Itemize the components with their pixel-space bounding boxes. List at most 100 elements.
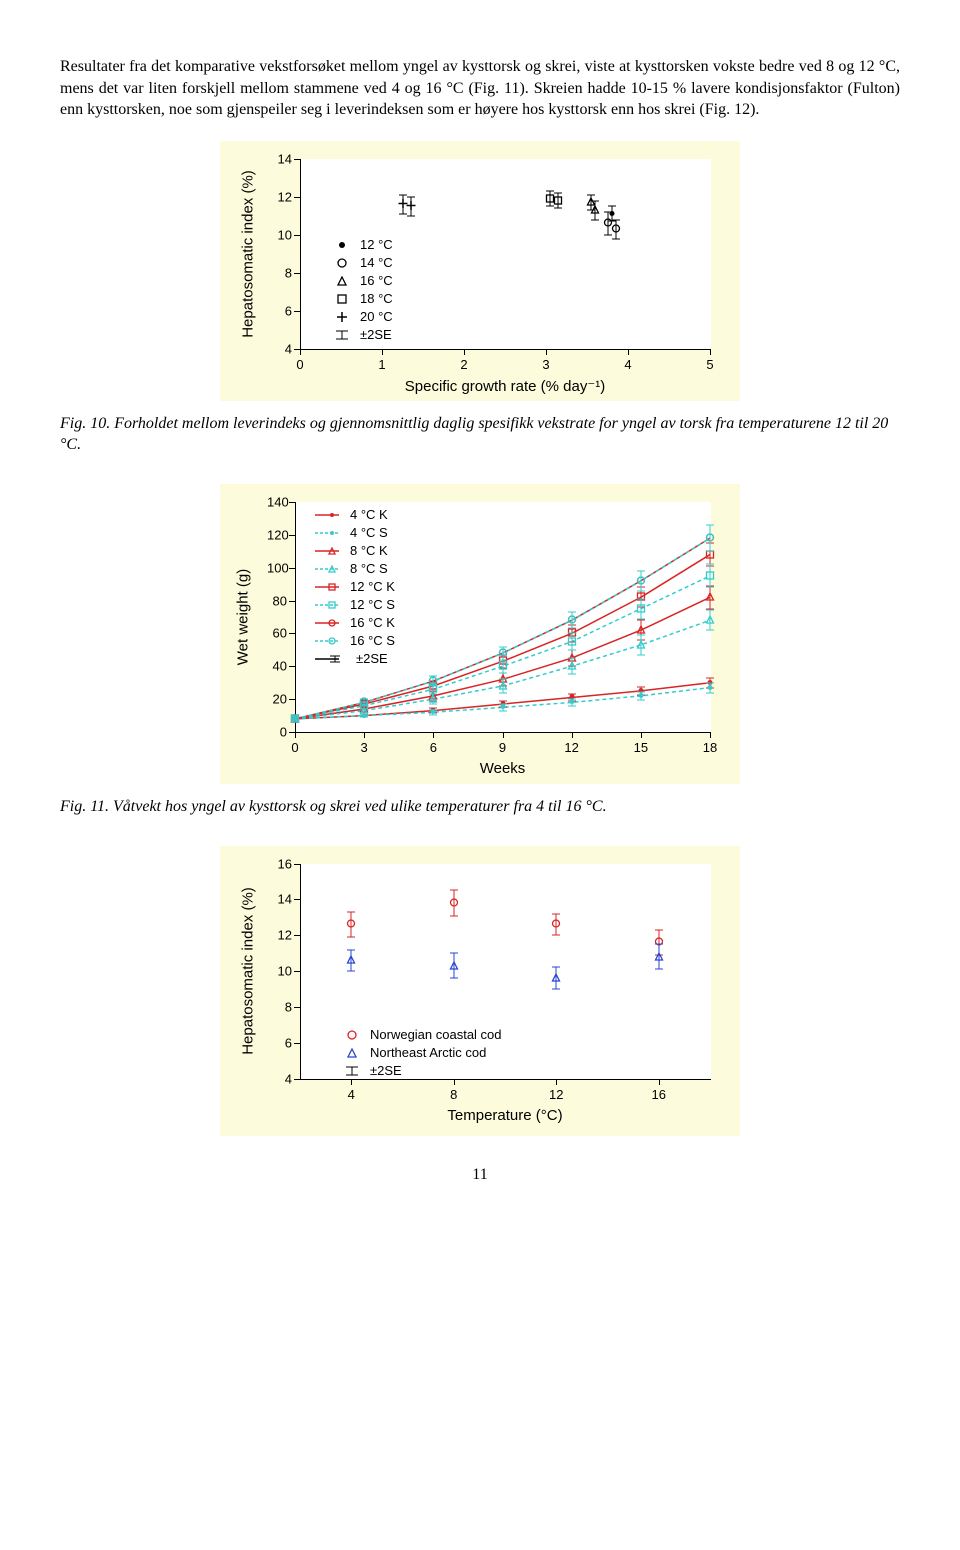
y-tick-label: 6 (272, 303, 292, 318)
data-point (554, 192, 563, 210)
legend-marker-icon (330, 312, 354, 322)
data-point (347, 951, 356, 969)
data-point (291, 710, 300, 728)
legend-label: 12 °C (360, 237, 393, 252)
legend-label: 14 °C (360, 255, 393, 270)
legend-marker-icon (330, 240, 354, 250)
legend-label: 8 °C K (350, 543, 388, 558)
data-point (636, 636, 645, 654)
legend: 12 °C 14 °C 16 °C 18 °C 20 °C±2SE (330, 236, 393, 344)
data-point (498, 698, 507, 716)
x-axis-title: Temperature (°C) (447, 1107, 562, 1124)
data-point (498, 644, 507, 662)
legend-marker-icon (330, 294, 354, 304)
x-tick-label: 12 (549, 1087, 563, 1102)
legend-item: 14 °C (330, 254, 393, 272)
y-tick-label: 12 (272, 189, 292, 204)
chart-11: 0369121518020406080100120140WeeksWet wei… (220, 484, 740, 784)
legend-label: 16 °C (360, 273, 393, 288)
legend-label: ±2SE (356, 651, 388, 666)
y-tick-label: 16 (272, 856, 292, 871)
legend-marker-icon (340, 1066, 364, 1076)
y-tick-label: 12 (272, 928, 292, 943)
data-point (591, 201, 600, 219)
caption-fig-10: Fig. 10. Forholdet mellom leverindeks og… (60, 413, 900, 456)
x-tick-label: 3 (542, 357, 549, 372)
figure-11: 0369121518020406080100120140WeeksWet wei… (60, 484, 900, 784)
data-point (567, 633, 576, 651)
legend: Norwegian coastal cod Northeast Arctic co… (340, 1026, 502, 1080)
data-point (567, 693, 576, 711)
legend-item: 4 °C K (315, 506, 395, 524)
paragraph-1: Resultater fra det komparative vekstfors… (60, 56, 900, 121)
data-point (429, 672, 438, 690)
legend-item: 12 °C (330, 236, 393, 254)
x-axis-title: Specific growth rate (% day⁻¹) (405, 377, 606, 395)
y-axis-title: Hepatosomatic index (%) (240, 887, 257, 1055)
data-point (654, 948, 663, 966)
legend-item: Northeast Arctic cod (340, 1044, 502, 1062)
legend-marker-icon (340, 1048, 364, 1058)
legend-label: 4 °C S (350, 525, 388, 540)
legend-label: ±2SE (360, 327, 392, 342)
legend-label: 18 °C (360, 291, 393, 306)
legend-item: 4 °C S (315, 524, 395, 542)
y-tick-label: 4 (272, 1071, 292, 1086)
x-tick-label: 4 (624, 357, 631, 372)
data-point (449, 957, 458, 975)
legend-item: Norwegian coastal cod (340, 1026, 502, 1044)
figure-10: 012345468101214Specific growth rate (% d… (60, 141, 900, 401)
y-tick-label: 8 (272, 265, 292, 280)
legend-label: 4 °C K (350, 507, 388, 522)
legend-item: 12 °C S (315, 596, 395, 614)
data-point (706, 611, 715, 629)
data-point (706, 567, 715, 585)
legend-item: 8 °C K (315, 542, 395, 560)
y-tick-label: 4 (272, 341, 292, 356)
y-tick-label: 10 (272, 227, 292, 242)
chart-10: 012345468101214Specific growth rate (% d… (220, 141, 740, 401)
y-tick-label: 10 (272, 964, 292, 979)
legend-label: 12 °C K (350, 579, 395, 594)
legend-item: 20 °C (330, 308, 393, 326)
legend-label: 8 °C S (350, 561, 388, 576)
legend-item: 12 °C K (315, 578, 395, 596)
x-tick-label: 2 (460, 357, 467, 372)
y-axis-title: Hepatosomatic index (%) (240, 170, 257, 338)
figure-12: 48121646810121416Temperature (°C)Hepatos… (60, 846, 900, 1136)
x-tick-label: 16 (652, 1087, 666, 1102)
data-point (611, 220, 620, 238)
data-point (567, 611, 576, 629)
legend-marker-icon (330, 258, 354, 268)
legend-item: ±2SE (340, 1062, 502, 1080)
legend-marker-icon (330, 330, 354, 340)
legend-label: 12 °C S (350, 597, 395, 612)
y-tick-label: 8 (272, 999, 292, 1014)
page-number: 11 (60, 1166, 900, 1184)
data-point (552, 969, 561, 987)
data-point (636, 600, 645, 618)
x-tick-label: 1 (378, 357, 385, 372)
legend-item: 18 °C (330, 290, 393, 308)
legend-label: Northeast Arctic cod (370, 1045, 486, 1060)
data-point (636, 572, 645, 590)
legend-marker-icon (340, 1030, 364, 1040)
legend-item: 16 °C (330, 272, 393, 290)
legend-item: 8 °C S (315, 560, 395, 578)
data-point (406, 197, 415, 215)
chart-12: 48121646810121416Temperature (°C)Hepatos… (220, 846, 740, 1136)
line-layer (220, 484, 740, 784)
x-tick-label: 8 (450, 1087, 457, 1102)
legend-item: 16 °C S (315, 632, 395, 650)
legend-label: ±2SE (370, 1063, 402, 1078)
caption-fig-11: Fig. 11. Våtvekt hos yngel av kysttorsk … (60, 796, 900, 818)
data-point (347, 915, 356, 933)
data-point (706, 588, 715, 606)
legend-label: Norwegian coastal cod (370, 1027, 502, 1042)
data-point (706, 679, 715, 697)
legend-marker-icon (330, 276, 354, 286)
data-point (636, 687, 645, 705)
legend-label: 16 °C K (350, 615, 395, 630)
data-point (567, 657, 576, 675)
legend: 4 °C K 4 °C S 8 °C K 8 °C S 12 °C K 12 °C S 16… (315, 506, 395, 668)
